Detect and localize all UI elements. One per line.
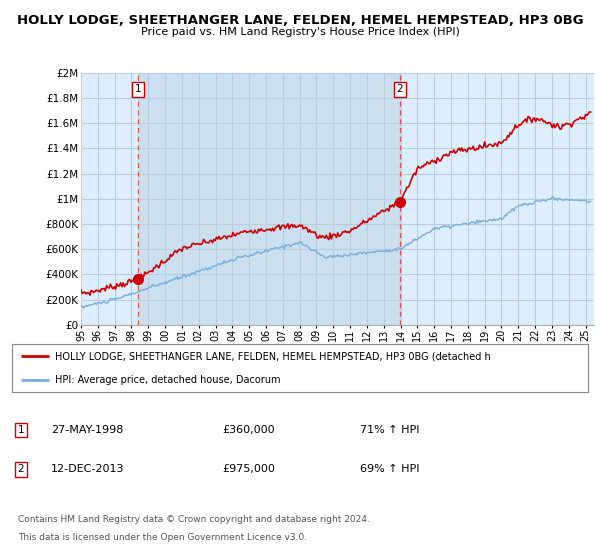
Text: 1: 1 (17, 425, 25, 435)
Text: HOLLY LODGE, SHEETHANGER LANE, FELDEN, HEMEL HEMPSTEAD, HP3 0BG (detached h: HOLLY LODGE, SHEETHANGER LANE, FELDEN, H… (55, 351, 491, 361)
Text: 1: 1 (135, 84, 142, 94)
Text: Price paid vs. HM Land Registry's House Price Index (HPI): Price paid vs. HM Land Registry's House … (140, 27, 460, 37)
Text: 69% ↑ HPI: 69% ↑ HPI (360, 464, 419, 474)
Text: 27-MAY-1998: 27-MAY-1998 (51, 425, 124, 435)
Text: 71% ↑ HPI: 71% ↑ HPI (360, 425, 419, 435)
Text: 2: 2 (397, 84, 403, 94)
Text: 2: 2 (17, 464, 25, 474)
Text: £975,000: £975,000 (222, 464, 275, 474)
Bar (138, 73, 400, 325)
Text: Contains HM Land Registry data © Crown copyright and database right 2024.: Contains HM Land Registry data © Crown c… (18, 515, 370, 524)
Text: This data is licensed under the Open Government Licence v3.0.: This data is licensed under the Open Gov… (18, 533, 307, 542)
Text: HOLLY LODGE, SHEETHANGER LANE, FELDEN, HEMEL HEMPSTEAD, HP3 0BG: HOLLY LODGE, SHEETHANGER LANE, FELDEN, H… (17, 14, 583, 27)
Text: £360,000: £360,000 (222, 425, 275, 435)
Text: 12-DEC-2013: 12-DEC-2013 (51, 464, 125, 474)
Text: HPI: Average price, detached house, Dacorum: HPI: Average price, detached house, Daco… (55, 375, 281, 385)
